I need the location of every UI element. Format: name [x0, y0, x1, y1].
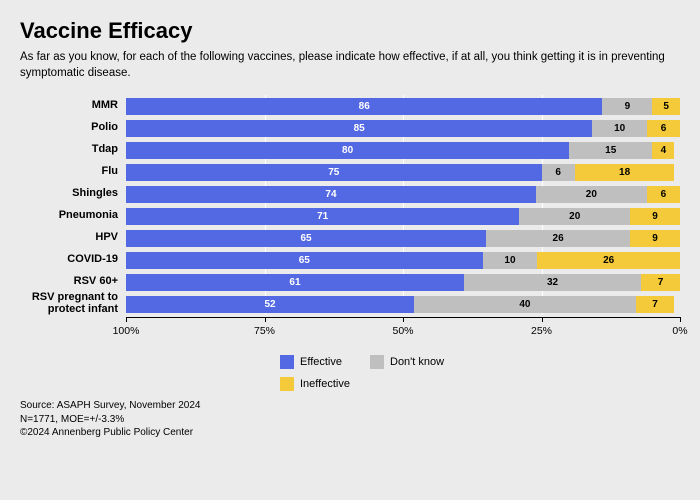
category-label: Shingles: [72, 188, 118, 200]
legend-label: Don't know: [390, 356, 444, 368]
bar-segment-ineffective: 4: [652, 142, 674, 159]
category-label: Tdap: [92, 144, 118, 156]
category-label: HPV: [95, 232, 118, 244]
footer-copyright: ©2024 Annenberg Public Policy Center: [20, 426, 680, 440]
bar-segment-effective: 61: [126, 274, 464, 291]
bar-segment-dontknow: 20: [536, 186, 647, 203]
bar-segment-effective: 65: [126, 252, 483, 269]
bar-segment-ineffective: 6: [647, 120, 680, 137]
legend: Effective Don't know Ineffective: [280, 355, 680, 391]
bar-segment-dontknow: 9: [602, 98, 652, 115]
category-label: COVID-19: [67, 254, 118, 266]
x-tick-label: 75%: [254, 325, 275, 337]
category-label: MMR: [92, 100, 118, 112]
category-label: Polio: [91, 122, 118, 134]
x-tick-label: 25%: [531, 325, 552, 337]
bar-row: 75618: [126, 161, 680, 183]
x-tick-label: 100%: [113, 325, 140, 337]
bar-segment-effective: 75: [126, 164, 542, 181]
bar-segment-effective: 65: [126, 230, 486, 247]
bar-segment-dontknow: 10: [483, 252, 538, 269]
bar-segment-dontknow: 20: [519, 208, 630, 225]
bar-row: 651026: [126, 249, 680, 271]
legend-label: Effective: [300, 356, 342, 368]
bar-segment-ineffective: 9: [630, 208, 680, 225]
bar-segment-effective: 80: [126, 142, 569, 159]
bar-segment-dontknow: 15: [569, 142, 652, 159]
footer-source: Source: ASAPH Survey, November 2024: [20, 399, 680, 413]
bar-segment-ineffective: 18: [575, 164, 675, 181]
x-axis: 100%75%50%25%0%: [20, 317, 680, 345]
bar-segment-effective: 71: [126, 208, 519, 225]
chart-subtitle: As far as you know, for each of the foll…: [20, 50, 680, 81]
bar-segment-dontknow: 26: [486, 230, 630, 247]
bar-segment-effective: 52: [126, 296, 414, 313]
bar-segment-dontknow: 40: [414, 296, 636, 313]
chart-title: Vaccine Efficacy: [20, 18, 680, 44]
bar-segment-dontknow: 10: [592, 120, 647, 137]
category-label: RSV pregnant to protect infant: [20, 292, 118, 315]
legend-item-effective: Effective: [280, 355, 342, 369]
legend-item-dontknow: Don't know: [370, 355, 444, 369]
category-label: RSV 60+: [74, 276, 118, 288]
bar-row: 74206: [126, 183, 680, 205]
bar-segment-dontknow: 6: [542, 164, 575, 181]
bar-row: 85106: [126, 117, 680, 139]
legend-label: Ineffective: [300, 378, 350, 390]
bar-row: 71209: [126, 205, 680, 227]
bar-segment-ineffective: 6: [647, 186, 680, 203]
bar-segment-ineffective: 7: [641, 274, 680, 291]
bar-segment-effective: 85: [126, 120, 592, 137]
bar-row: 80154: [126, 139, 680, 161]
footer-n-moe: N=1771, MOE=+/-3.3%: [20, 413, 680, 427]
bar-segment-effective: 86: [126, 98, 602, 115]
bar-segment-ineffective: 9: [630, 230, 680, 247]
bar-segment-ineffective: 26: [537, 252, 680, 269]
bar-row: 8695: [126, 95, 680, 117]
bar-row: 52407: [126, 293, 680, 315]
legend-item-ineffective: Ineffective: [280, 377, 350, 391]
category-label: Pneumonia: [59, 210, 118, 222]
x-tick-label: 50%: [392, 325, 413, 337]
footer: Source: ASAPH Survey, November 2024 N=17…: [20, 399, 680, 440]
bar-segment-dontknow: 32: [464, 274, 641, 291]
category-label: Flu: [102, 166, 119, 178]
bars-container: 8695851068015475618742067120965269651026…: [126, 95, 680, 315]
bar-segment-ineffective: 5: [652, 98, 680, 115]
bar-row: 65269: [126, 227, 680, 249]
x-tick-label: 0%: [672, 325, 687, 337]
chart-area: MMR Polio Tdap Flu Shingles Pneumonia HPV COVID…: [20, 95, 680, 345]
y-axis-labels: MMR Polio Tdap Flu Shingles Pneumonia HPV COVID…: [20, 95, 126, 315]
bar-segment-ineffective: 7: [636, 296, 675, 313]
bar-segment-effective: 74: [126, 186, 536, 203]
bar-row: 61327: [126, 271, 680, 293]
